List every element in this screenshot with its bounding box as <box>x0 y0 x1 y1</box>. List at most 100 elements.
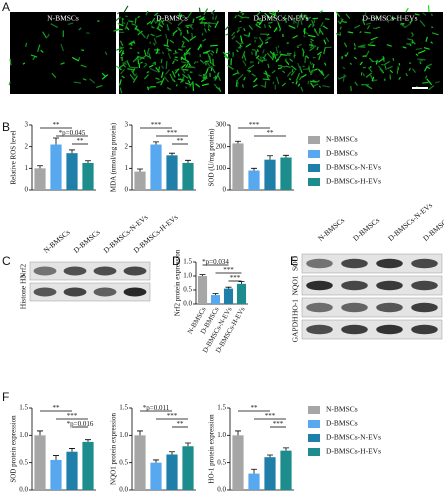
cell-signal <box>118 49 123 54</box>
micrograph <box>228 12 334 94</box>
cell-signal <box>181 40 185 44</box>
cell-signal <box>117 22 124 27</box>
y-axis-label: Relative ROS level <box>10 130 18 184</box>
cell-signal <box>189 35 197 41</box>
cell-signal <box>237 26 242 30</box>
cell-signal <box>411 32 414 36</box>
cell-signal <box>160 71 164 78</box>
cell-signal <box>167 52 172 59</box>
cell-signal <box>155 19 159 24</box>
cell-signal <box>260 84 267 88</box>
y-axis-label: NQO1 protein expression <box>110 413 118 485</box>
cell-signal <box>299 17 303 26</box>
cell-signal <box>25 42 28 48</box>
blot-band <box>411 258 438 269</box>
cell-signal <box>263 72 271 77</box>
blot-column-label: N-BMSCs <box>42 228 72 255</box>
bar <box>82 162 94 190</box>
image-label: D-BMSCs-N-EVs <box>253 14 308 23</box>
cell-signal <box>122 63 127 68</box>
cell-signal <box>297 83 301 87</box>
cell-signal <box>256 10 262 17</box>
cell-signal <box>210 11 215 16</box>
cell-signal <box>161 51 165 55</box>
y-tick-label: 0 <box>125 186 129 194</box>
y-axis-label: HO-1 protein expression <box>208 414 216 484</box>
cell-signal <box>243 76 246 81</box>
cell-signal <box>246 69 251 73</box>
cell-signal <box>42 31 48 39</box>
cell-signal <box>190 24 193 28</box>
cell-signal <box>82 78 87 81</box>
cell-signal <box>127 68 135 71</box>
panel-letter: D <box>172 254 181 268</box>
cell-signal <box>407 38 414 41</box>
error-bar <box>137 430 143 436</box>
cell-signal <box>285 61 290 66</box>
cell-signal <box>205 68 209 75</box>
cell-signal <box>191 35 194 39</box>
cell-signal <box>163 44 170 48</box>
cell-signal <box>335 33 341 36</box>
cell-signal <box>187 11 192 18</box>
cell-signal <box>182 57 190 63</box>
cell-signal <box>189 81 194 87</box>
blot-row-label: HO-1 <box>291 299 300 316</box>
cell-signal <box>287 52 290 56</box>
significance-label: *p=0.011 <box>143 404 170 412</box>
blot-column-label: D-BMSCs <box>351 216 381 243</box>
cell-signal <box>203 8 209 16</box>
blot-band <box>123 287 147 297</box>
cell-signal <box>145 10 149 16</box>
cell-signal <box>255 55 260 59</box>
cell-signal <box>316 51 323 56</box>
y-tick-label: 0.5 <box>183 286 192 294</box>
legend-swatch <box>308 434 320 442</box>
error-bar <box>37 430 43 436</box>
cell-signal <box>375 59 378 65</box>
bar <box>248 170 260 190</box>
legend-label: D-BMSCs <box>326 149 358 158</box>
significance-label: *** <box>67 412 78 420</box>
cell-signal <box>353 47 356 50</box>
cell-signal <box>208 21 211 25</box>
cell-signal <box>430 41 433 44</box>
cell-signal <box>386 43 392 47</box>
y-tick-label: 1.5 <box>217 404 226 412</box>
cell-signal <box>426 66 431 70</box>
cell-signal <box>320 70 325 77</box>
cell-signal <box>342 66 346 70</box>
cell-signal <box>169 39 175 44</box>
cell-signal <box>322 85 330 88</box>
cell-signal <box>267 63 270 69</box>
y-tick-label: 0 <box>223 186 227 194</box>
cell-signal <box>368 67 373 73</box>
cell-signal <box>133 40 136 45</box>
cell-signal <box>177 73 180 77</box>
y-tick-label: 1.5 <box>119 404 128 412</box>
cell-signal <box>202 73 206 77</box>
cell-signal <box>296 43 303 47</box>
cell-signal <box>264 70 268 75</box>
cell-signal <box>211 67 216 74</box>
cell-signal <box>119 46 123 49</box>
cell-signal <box>237 45 243 49</box>
blot-strip <box>29 261 151 281</box>
cell-signal <box>359 30 362 34</box>
legend-swatch <box>308 164 320 172</box>
cell-signal <box>121 75 125 79</box>
cell-signal <box>165 61 168 69</box>
blot-row-label: NQO1 <box>291 275 300 295</box>
cell-signal <box>22 62 26 65</box>
bar <box>280 450 292 490</box>
cell-signal <box>303 35 306 38</box>
cell-signal <box>120 43 124 46</box>
blot-band <box>33 287 57 297</box>
cell-signal <box>130 43 133 46</box>
image-label: N-BMSCs <box>47 14 79 23</box>
legend-swatch <box>308 136 320 144</box>
error-bar <box>137 168 143 172</box>
cell-signal <box>405 7 409 13</box>
cell-signal <box>146 71 150 74</box>
cell-signal <box>311 19 315 27</box>
